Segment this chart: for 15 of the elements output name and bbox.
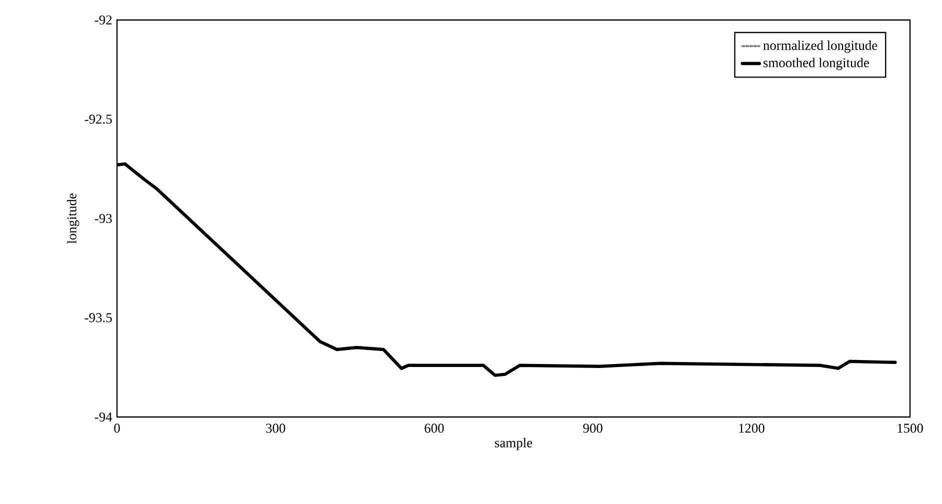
x-tick-label: 0 <box>114 424 120 433</box>
y-tick-label: -94 <box>94 412 112 422</box>
x-axis-title: sample <box>495 438 532 450</box>
legend-label: smoothed longitude <box>764 58 869 70</box>
legend-label: normalized longitude <box>763 40 878 53</box>
x-tick-label: 1500 <box>898 424 923 433</box>
y-axis-title: longitude <box>66 194 80 244</box>
y-tick-label: -93.5 <box>84 313 112 322</box>
x-tick-label: 300 <box>266 424 286 433</box>
x-tick-label: 1200 <box>739 424 764 433</box>
x-tick-label: 900 <box>583 424 602 433</box>
y-tick-label: -93 <box>94 214 112 223</box>
x-tick-label: 600 <box>424 424 444 433</box>
y-tick-label: -92.5 <box>84 114 112 124</box>
y-tick-label: -92 <box>94 15 112 24</box>
